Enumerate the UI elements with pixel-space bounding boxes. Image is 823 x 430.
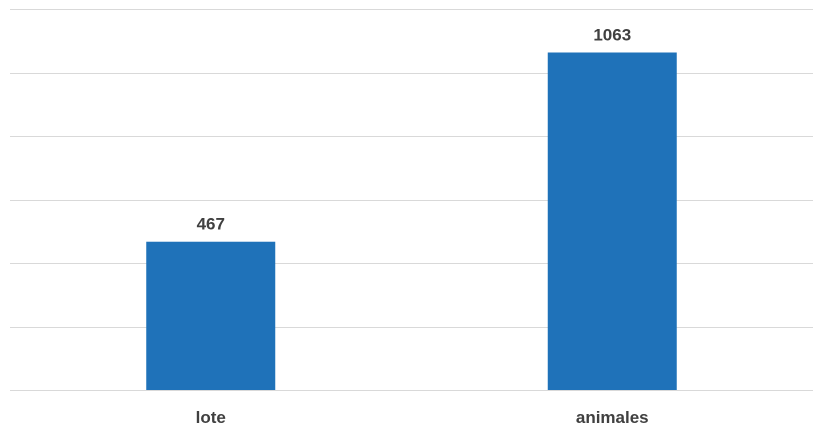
- data-label-animales: 1063: [593, 25, 631, 44]
- bar-lote: [146, 241, 276, 390]
- gridlines: [10, 9, 813, 391]
- category-label-animales: animales: [576, 408, 649, 427]
- category-labels: lote animales: [196, 408, 649, 427]
- data-label-lote: 467: [197, 215, 225, 234]
- bars: [146, 52, 677, 391]
- bar-animales: [547, 52, 677, 391]
- data-labels: 467 1063: [197, 25, 632, 233]
- category-label-lote: lote: [196, 408, 226, 427]
